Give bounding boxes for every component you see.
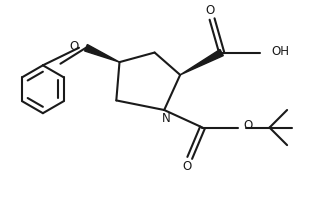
Polygon shape <box>85 44 119 62</box>
Text: OH: OH <box>271 45 289 58</box>
Text: O: O <box>243 119 253 132</box>
Text: O: O <box>206 4 215 17</box>
Text: O: O <box>70 40 79 53</box>
Text: N: N <box>161 112 170 125</box>
Polygon shape <box>180 50 223 75</box>
Text: O: O <box>182 160 191 173</box>
